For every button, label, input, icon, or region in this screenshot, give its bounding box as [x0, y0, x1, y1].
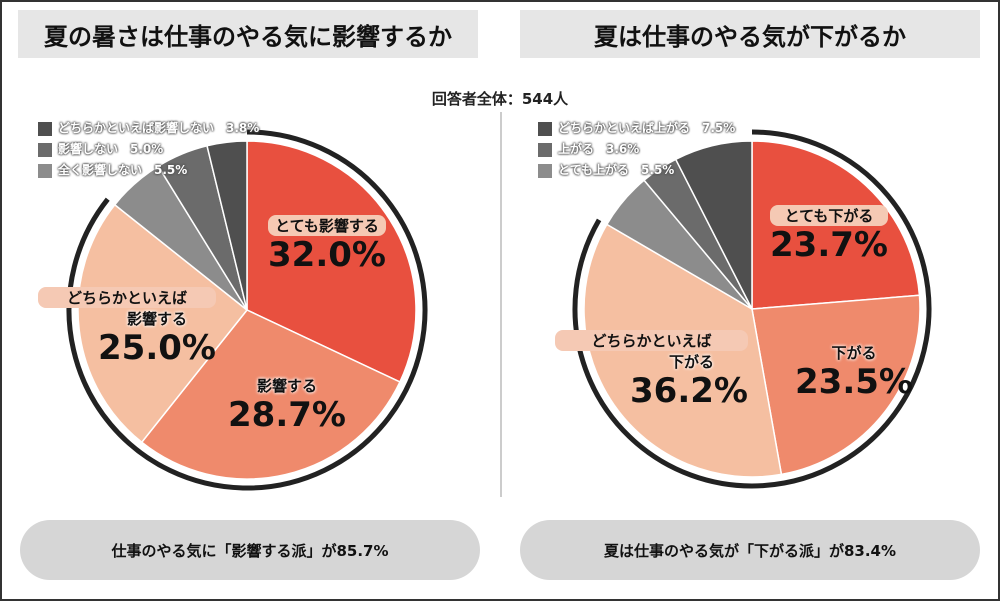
legend-text: とても上がる 5.5% — [558, 163, 675, 177]
pie-slice — [140, 309, 401, 480]
slice-label: とても下がる 23.7% — [770, 205, 888, 264]
slice-name: どちらかといえば — [555, 330, 748, 351]
legend-swatch — [38, 142, 52, 157]
slice-value: 23.5% — [795, 362, 913, 402]
slice-value: 32.0% — [268, 235, 386, 275]
slice-value: 23.7% — [770, 225, 888, 265]
slice-label: とても影響する 32.0% — [268, 215, 386, 274]
slice-name: 下がる — [668, 353, 714, 371]
slice-name: とても影響する — [268, 215, 386, 236]
legend-item: どちらかといえば影響しない 3.8% — [38, 118, 259, 139]
legend-swatch — [38, 163, 52, 178]
divider — [500, 112, 502, 497]
legend-item: 全く影響しない 5.5% — [38, 160, 259, 181]
summary-arc — [572, 129, 932, 489]
slice-value: 25.0% — [98, 328, 216, 368]
legend-left: どちらかといえば影響しない 3.8% 影響しない 5.0% 全く影響しない 5.… — [38, 118, 259, 181]
legend-text: 影響しない 5.0% — [58, 142, 164, 156]
slice-value: 28.7% — [228, 395, 346, 435]
legend-text: どちらかといえば影響しない 3.8% — [58, 121, 260, 135]
slice-label: どちらかといえば影響する 25.0% — [38, 287, 216, 367]
slice-label: 下がる 23.5% — [795, 342, 913, 401]
chart-title-left: 夏の暑さは仕事のやる気に影響するか — [18, 10, 478, 58]
summary-right: 夏は仕事のやる気が「下がる派」が83.4% — [520, 520, 980, 580]
legend-item: 上がる 3.6% — [538, 139, 735, 160]
pie-slice — [206, 140, 248, 311]
pie-slice — [751, 294, 921, 476]
legend-item: どちらかといえば上がる 7.5% — [538, 118, 735, 139]
chart-title-right: 夏は仕事のやる気が下がるか — [520, 10, 980, 58]
legend-swatch — [538, 142, 552, 157]
legend-swatch — [538, 163, 552, 178]
slice-name: 影響する — [256, 377, 317, 395]
pie-slice — [674, 140, 753, 310]
summary-left: 仕事のやる気に「影響する派」が85.7% — [20, 520, 480, 580]
legend-swatch — [538, 121, 552, 136]
slice-name: 下がる — [831, 344, 877, 362]
legend-item: とても上がる 5.5% — [538, 160, 735, 181]
slice-name: とても下がる — [770, 205, 888, 226]
legend-text: 上がる 3.6% — [558, 142, 640, 156]
legend-text: 全く影響しない 5.5% — [58, 163, 188, 177]
slice-label: 影響する 28.7% — [228, 375, 346, 434]
legend-swatch — [38, 121, 52, 136]
pie-slice — [77, 203, 249, 444]
legend-text: どちらかといえば上がる 7.5% — [558, 121, 736, 135]
slice-name: 影響する — [126, 310, 187, 328]
pie-slice — [246, 140, 417, 383]
legend-right: どちらかといえば上がる 7.5% 上がる 3.6% とても上がる 5.5% — [538, 118, 735, 181]
slice-label: どちらかといえば下がる 36.2% — [555, 330, 748, 410]
summary-arc — [66, 129, 428, 491]
legend-item: 影響しない 5.0% — [38, 139, 259, 160]
slice-value: 36.2% — [630, 371, 748, 411]
respondents-count: 回答者全体：544人 — [431, 90, 569, 108]
slice-name: どちらかといえば — [38, 287, 216, 308]
